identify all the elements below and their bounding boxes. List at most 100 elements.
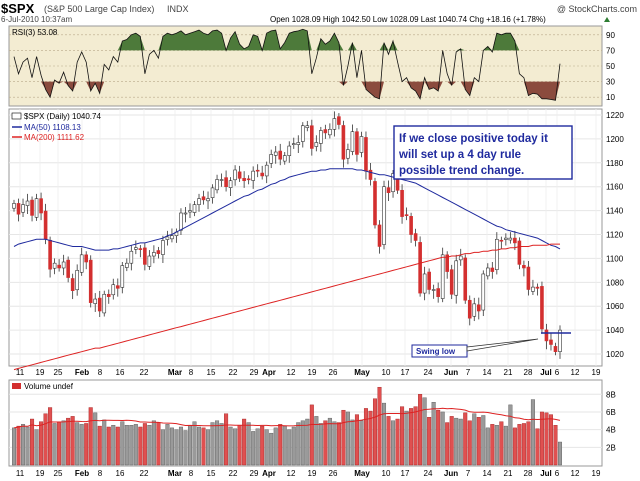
candle	[52, 258, 57, 275]
candle-body	[129, 250, 134, 264]
candle-body	[341, 125, 346, 160]
swing-low-label: Swing low	[416, 347, 456, 356]
rsi-tick-label: 30	[606, 78, 615, 87]
candle-body	[314, 142, 319, 147]
candle-body	[156, 250, 161, 254]
volume-bar	[242, 418, 247, 466]
candle	[458, 248, 463, 266]
volume-bar	[291, 426, 296, 466]
candle	[544, 323, 549, 350]
x-tick-label: 12	[287, 368, 296, 377]
candle	[228, 177, 233, 197]
candle-body	[102, 293, 107, 314]
volume-bar	[273, 427, 278, 466]
x-tick-label-bottom: 6	[555, 469, 560, 478]
candle	[237, 165, 242, 182]
candle	[513, 230, 517, 251]
candle	[57, 259, 61, 272]
candle	[278, 143, 283, 166]
x-tick-label: Apr	[262, 368, 276, 377]
volume-bar	[25, 426, 30, 466]
volume-bar	[418, 394, 423, 466]
candle-body	[120, 265, 125, 288]
volume-bar	[476, 417, 481, 466]
candle-body	[359, 136, 364, 153]
volume-bar	[282, 425, 287, 466]
candle-body	[206, 198, 210, 202]
volume-bar	[499, 421, 504, 466]
candle	[215, 174, 219, 194]
x-tick-label: 14	[483, 368, 492, 377]
candle	[296, 135, 301, 153]
candle-body	[495, 238, 499, 270]
ma50-legend: MA(50) 1108.13	[24, 123, 81, 132]
volume-bar	[314, 416, 319, 466]
candle-body	[287, 145, 292, 156]
volume-average-line	[13, 407, 561, 429]
volume-bar	[503, 425, 508, 466]
x-axis-labels: 11 19 25 Feb 8 16 22 Mar 8 15 22 29 Apr 12 19 26 May 10 17…	[16, 368, 601, 377]
swing-low-annotation: Swing low	[411, 338, 539, 358]
candle-body	[192, 204, 197, 213]
triangle-up-icon	[604, 17, 610, 22]
volume-bar	[363, 408, 368, 466]
volume-bar	[400, 406, 405, 466]
x-tick-label-bottom: 8	[189, 469, 194, 478]
volume-bar	[260, 425, 265, 466]
volume-bar	[210, 422, 215, 466]
candle	[481, 270, 486, 317]
volume-bar	[508, 404, 513, 466]
volume-bar	[61, 420, 66, 466]
candle	[427, 268, 431, 295]
rsi-line	[13, 28, 561, 101]
candle-body	[522, 265, 526, 269]
candle-body	[179, 212, 183, 231]
x-tick-label: Feb	[75, 368, 89, 377]
candle	[134, 240, 138, 255]
candle-body	[454, 260, 459, 296]
candle	[219, 173, 224, 187]
volume-bar	[345, 411, 350, 466]
volume-bar	[409, 408, 414, 466]
volume-bar	[138, 426, 143, 466]
price-tick-label: 1140	[606, 207, 624, 216]
candle	[391, 169, 395, 198]
x-tick-label: 8	[98, 368, 103, 377]
candle-body	[233, 169, 237, 181]
volume-bar	[309, 404, 314, 466]
candle-body	[39, 198, 43, 214]
callout-box: If we close positive today it will set u…	[393, 125, 573, 180]
candle-body	[463, 257, 468, 301]
candle-body	[418, 242, 422, 294]
x-tick-label-bottom: 28	[524, 469, 533, 478]
candle-body	[201, 196, 206, 201]
volume-bar	[264, 429, 269, 466]
candle	[558, 325, 562, 359]
volume-bar	[404, 410, 409, 466]
candle	[70, 273, 75, 300]
candle	[495, 232, 499, 275]
x-tick-label: 15	[207, 368, 216, 377]
candle-body	[75, 270, 79, 291]
x-tick-label: 19	[308, 368, 317, 377]
rsi-oversold-fill	[14, 81, 560, 101]
candle-body	[264, 164, 269, 177]
candle	[16, 198, 21, 222]
candle	[192, 201, 197, 217]
exchange-label: INDX	[167, 4, 189, 14]
candle	[93, 293, 98, 312]
candle-body	[449, 269, 454, 295]
candle	[287, 141, 292, 163]
volume-bar	[52, 423, 57, 466]
candle	[436, 282, 440, 303]
candle-body	[481, 273, 486, 311]
x-tick-label-bottom: 17	[401, 469, 410, 478]
x-tick-label: Jul	[540, 368, 552, 377]
candle-body	[111, 284, 116, 296]
candle	[242, 171, 246, 188]
volume-bar	[183, 430, 188, 466]
candle	[156, 246, 161, 259]
x-tick-label: 11	[16, 368, 25, 377]
candle-body	[188, 210, 192, 213]
